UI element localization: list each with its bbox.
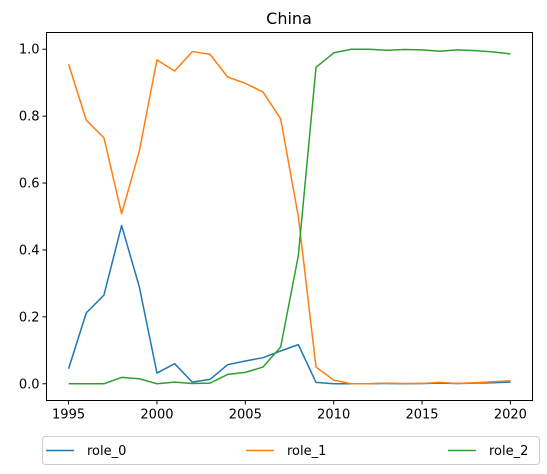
x-tick-label: 1995 — [52, 408, 85, 423]
plot-frame — [46, 32, 533, 401]
legend-label-role-1: role_1 — [287, 444, 326, 459]
x-tick-label: 2005 — [229, 408, 262, 423]
y-tick-label: 0.6 — [19, 177, 40, 192]
y-axis: 0.0 0.2 0.4 0.6 0.8 1.0 — [19, 43, 47, 392]
legend-frame — [42, 436, 540, 465]
legend-label-role-2: role_2 — [489, 444, 528, 459]
series-line-role-1 — [67, 50, 511, 385]
legend: role_0 role_1 role_2 — [42, 436, 540, 465]
series-line-role-2 — [68, 48, 511, 385]
x-tick-label: 2015 — [405, 408, 438, 423]
y-tick-label: 1.0 — [19, 43, 40, 58]
y-tick-label: 0.2 — [19, 310, 40, 325]
plot-area — [67, 48, 511, 385]
y-tick-label: 0.0 — [19, 377, 40, 392]
y-tick-label: 0.4 — [19, 243, 40, 258]
y-tick-label: 0.8 — [19, 110, 40, 125]
x-tick-label: 2020 — [494, 408, 527, 423]
chart-title: China — [266, 9, 312, 28]
legend-label-role-0: role_0 — [87, 444, 126, 459]
x-axis: 1995 2000 2005 2010 2015 2020 — [52, 400, 527, 423]
x-tick-label: 2010 — [317, 408, 350, 423]
x-tick-label: 2000 — [140, 408, 173, 423]
